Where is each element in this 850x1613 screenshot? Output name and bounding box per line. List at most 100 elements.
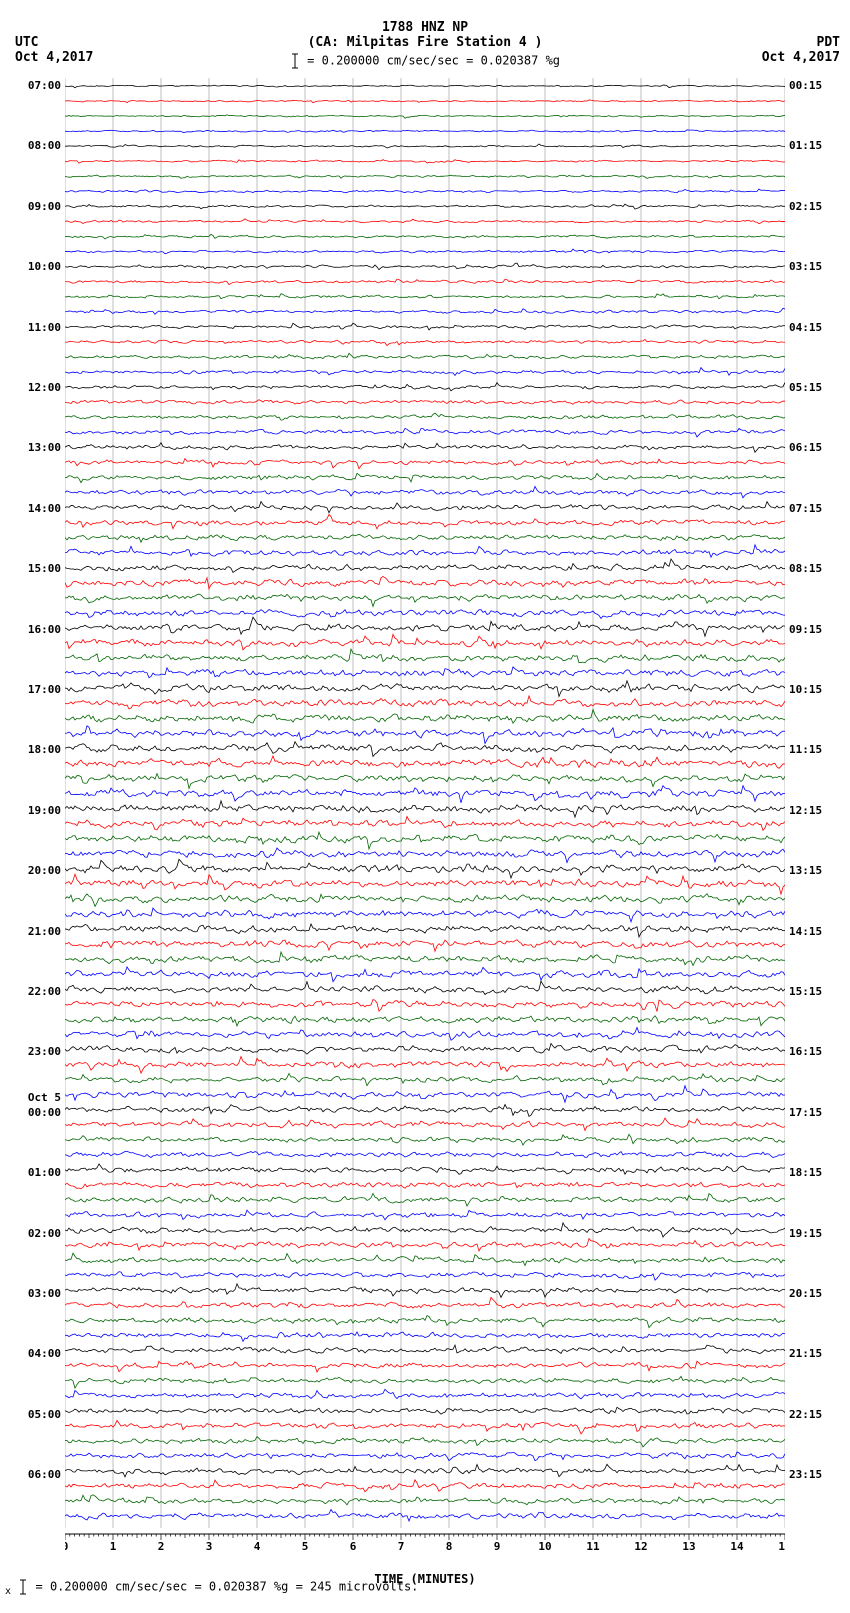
trace-row xyxy=(65,1452,785,1461)
utc-time-label: 23:00 xyxy=(17,1045,61,1058)
x-tick-label: 14 xyxy=(730,1540,744,1551)
trace-row xyxy=(65,1223,785,1237)
trace-row xyxy=(65,742,785,757)
header-right: PDT Oct 4,2017 xyxy=(762,35,840,65)
pdt-time-label: 05:15 xyxy=(789,381,833,394)
trace-row xyxy=(65,617,785,636)
trace-row xyxy=(65,1437,785,1447)
trace-row xyxy=(65,1073,785,1085)
utc-time-label: 11:00 xyxy=(17,321,61,334)
trace-row xyxy=(65,634,785,649)
trace-row xyxy=(65,1182,785,1189)
x-tick-label: 13 xyxy=(682,1540,695,1551)
trace-row xyxy=(65,189,785,193)
trace-row xyxy=(65,952,785,965)
pdt-time-label: 19:15 xyxy=(789,1227,833,1240)
scale-line: = 0.200000 cm/sec/sec = 0.020387 %g xyxy=(0,52,850,70)
header: UTC Oct 4,2017 PDT Oct 4,2017 1788 HNZ N… xyxy=(0,0,850,70)
utc-time-label: 17:00 xyxy=(17,683,61,696)
trace-row xyxy=(65,848,785,863)
trace-row xyxy=(65,514,785,528)
x-tick-label: 12 xyxy=(634,1540,647,1551)
pdt-time-label: 13:15 xyxy=(789,864,833,877)
trace-row xyxy=(65,981,785,994)
pdt-time-label: 04:15 xyxy=(789,321,833,334)
trace-row xyxy=(65,1057,785,1074)
trace-row xyxy=(65,1027,785,1040)
trace-row xyxy=(65,1420,785,1433)
trace-row xyxy=(65,1134,785,1145)
pdt-time-label: 22:15 xyxy=(789,1408,833,1421)
trace-row xyxy=(65,1297,785,1308)
trace-row xyxy=(65,1464,785,1477)
trace-row xyxy=(65,594,785,606)
trace-row xyxy=(65,413,785,420)
pdt-time-label: 01:15 xyxy=(789,139,833,152)
utc-time-label: 13:00 xyxy=(17,441,61,454)
utc-time-label: 00:00 xyxy=(17,1106,61,1119)
trace-row xyxy=(65,667,785,678)
trace-row xyxy=(65,1480,785,1492)
trace-row xyxy=(65,502,785,513)
trace-row xyxy=(65,816,785,830)
trace-row xyxy=(65,756,785,768)
trace-row xyxy=(65,443,785,453)
trace-row xyxy=(65,219,785,224)
x-tick-label: 9 xyxy=(494,1540,501,1551)
trace-row xyxy=(65,610,785,619)
trace-row xyxy=(65,967,785,982)
pdt-time-label: 08:15 xyxy=(789,562,833,575)
pdt-time-label: 20:15 xyxy=(789,1287,833,1300)
utc-time-label: 10:00 xyxy=(17,260,61,273)
scale-bar-icon xyxy=(290,52,300,70)
trace-row xyxy=(65,1193,785,1206)
trace-row xyxy=(65,294,785,299)
trace-row xyxy=(65,175,785,178)
x-axis: 0123456789101112131415 TIME (MINUTES) xyxy=(65,1533,785,1568)
trace-row xyxy=(65,1151,785,1157)
trace-row xyxy=(65,85,785,88)
trace-row xyxy=(65,545,785,558)
trace-row xyxy=(65,786,785,803)
station-name: (CA: Milpitas Fire Station 4 ) xyxy=(0,35,850,50)
utc-time-label: 07:00 xyxy=(17,79,61,92)
trace-row xyxy=(65,859,785,878)
x-tick-label: 10 xyxy=(538,1540,551,1551)
pdt-time-label: 16:15 xyxy=(789,1045,833,1058)
trace-row xyxy=(65,940,785,952)
pdt-time-label: 00:15 xyxy=(789,79,833,92)
trace-row xyxy=(65,100,785,103)
x-tick-label: 8 xyxy=(446,1540,453,1551)
x-tick-label: 7 xyxy=(398,1540,405,1551)
seismic-traces xyxy=(65,78,785,1533)
pdt-time-label: 07:15 xyxy=(789,502,833,515)
pdt-time-label: 23:15 xyxy=(789,1468,833,1481)
utc-time-label: 14:00 xyxy=(17,502,61,515)
trace-row xyxy=(65,908,785,922)
pdt-time-label: 15:15 xyxy=(789,985,833,998)
x-tick-label: 6 xyxy=(350,1540,357,1551)
utc-time-label: 03:00 xyxy=(17,1287,61,1300)
scale-text: = 0.200000 cm/sec/sec = 0.020387 %g xyxy=(307,54,560,68)
trace-row xyxy=(65,1253,785,1265)
trace-row xyxy=(65,249,785,254)
trace-row xyxy=(65,130,785,133)
trace-row xyxy=(65,1105,785,1117)
pdt-time-label: 12:15 xyxy=(789,804,833,817)
pdt-time-label: 14:15 xyxy=(789,925,833,938)
trace-row xyxy=(65,486,785,497)
utc-time-label: 01:00 xyxy=(17,1166,61,1179)
pdt-time-label: 02:15 xyxy=(789,200,833,213)
trace-row xyxy=(65,696,785,709)
trace-row xyxy=(65,894,785,907)
trace-row xyxy=(65,234,785,239)
x-tick-label: 5 xyxy=(302,1540,309,1551)
trace-row xyxy=(65,473,785,482)
trace-row xyxy=(65,577,785,589)
pdt-time-label: 11:15 xyxy=(789,743,833,756)
trace-row xyxy=(65,1389,785,1399)
header-left: UTC Oct 4,2017 xyxy=(15,35,93,65)
trace-row xyxy=(65,1332,785,1341)
trace-row xyxy=(65,1407,785,1414)
tz-left: UTC xyxy=(15,35,93,50)
